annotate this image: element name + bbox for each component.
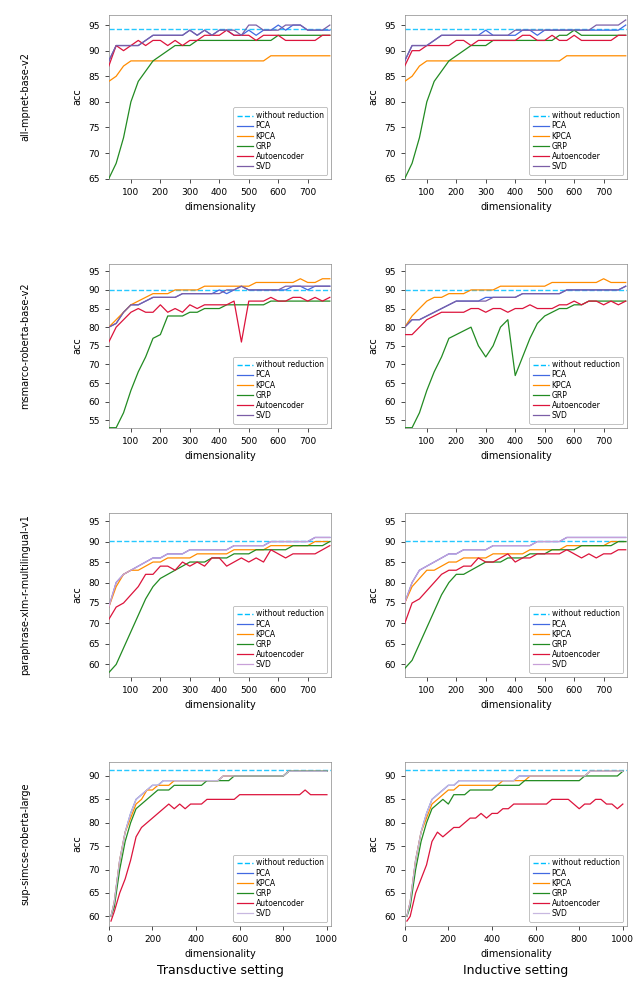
Text: paraphrase-xlm-r-multilingual-v1: paraphrase-xlm-r-multilingual-v1 — [20, 515, 31, 675]
Text: Inductive setting: Inductive setting — [463, 963, 568, 977]
Y-axis label: acc: acc — [73, 587, 83, 604]
X-axis label: dimensionality: dimensionality — [480, 700, 552, 710]
Y-axis label: acc: acc — [73, 337, 83, 354]
Text: Transductive setting: Transductive setting — [157, 963, 284, 977]
X-axis label: dimensionality: dimensionality — [184, 203, 256, 212]
Legend: without reduction, PCA, KPCA, GRP, Autoencoder, SVD: without reduction, PCA, KPCA, GRP, Autoe… — [234, 606, 328, 673]
Legend: without reduction, PCA, KPCA, GRP, Autoencoder, SVD: without reduction, PCA, KPCA, GRP, Autoe… — [234, 357, 328, 424]
Legend: without reduction, PCA, KPCA, GRP, Autoencoder, SVD: without reduction, PCA, KPCA, GRP, Autoe… — [234, 855, 328, 922]
Text: sup-simcse-roberta-large: sup-simcse-roberta-large — [20, 782, 31, 905]
Legend: without reduction, PCA, KPCA, GRP, Autoencoder, SVD: without reduction, PCA, KPCA, GRP, Autoe… — [529, 855, 623, 922]
Y-axis label: acc: acc — [73, 88, 83, 105]
Y-axis label: acc: acc — [369, 587, 379, 604]
Legend: without reduction, PCA, KPCA, GRP, Autoencoder, SVD: without reduction, PCA, KPCA, GRP, Autoe… — [529, 108, 623, 175]
Text: msmarco-roberta-base-v2: msmarco-roberta-base-v2 — [20, 283, 31, 409]
X-axis label: dimensionality: dimensionality — [184, 700, 256, 710]
Y-axis label: acc: acc — [369, 88, 379, 105]
X-axis label: dimensionality: dimensionality — [184, 949, 256, 959]
Text: all-mpnet-base-v2: all-mpnet-base-v2 — [20, 52, 31, 141]
X-axis label: dimensionality: dimensionality — [480, 452, 552, 461]
Legend: without reduction, PCA, KPCA, GRP, Autoencoder, SVD: without reduction, PCA, KPCA, GRP, Autoe… — [234, 108, 328, 175]
X-axis label: dimensionality: dimensionality — [480, 949, 552, 959]
Legend: without reduction, PCA, KPCA, GRP, Autoencoder, SVD: without reduction, PCA, KPCA, GRP, Autoe… — [529, 357, 623, 424]
Legend: without reduction, PCA, KPCA, GRP, Autoencoder, SVD: without reduction, PCA, KPCA, GRP, Autoe… — [529, 606, 623, 673]
X-axis label: dimensionality: dimensionality — [480, 203, 552, 212]
X-axis label: dimensionality: dimensionality — [184, 452, 256, 461]
Y-axis label: acc: acc — [73, 836, 83, 853]
Y-axis label: acc: acc — [369, 337, 379, 354]
Y-axis label: acc: acc — [369, 836, 379, 853]
